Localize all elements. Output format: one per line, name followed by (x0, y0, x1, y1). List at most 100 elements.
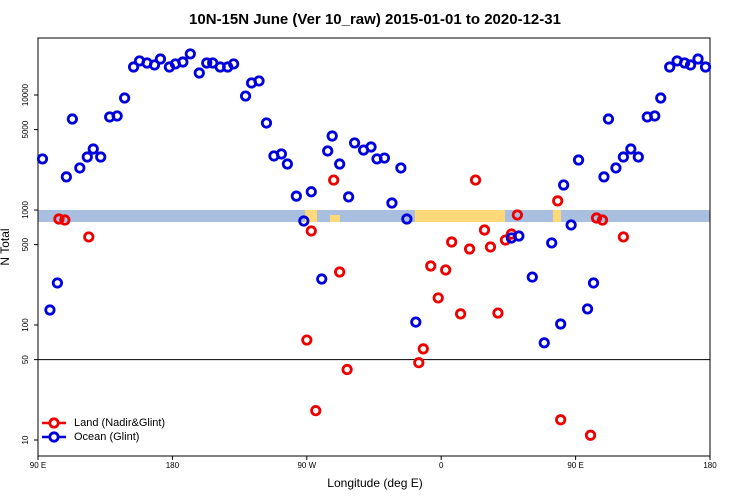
point (148, 59, 161, 71)
y-tick-label: 10 (21, 435, 30, 444)
point (201, 57, 213, 69)
point (538, 337, 550, 349)
point (228, 58, 240, 70)
point (417, 343, 429, 355)
point (51, 277, 64, 289)
point (119, 92, 131, 104)
point (478, 224, 491, 236)
point (590, 212, 603, 224)
point (617, 231, 629, 243)
point (343, 191, 355, 203)
point (316, 273, 328, 285)
point (684, 59, 697, 71)
point (305, 225, 317, 237)
point (326, 130, 338, 142)
point (558, 179, 570, 191)
point (555, 414, 567, 426)
point (127, 61, 140, 73)
point (598, 171, 610, 183)
point (610, 162, 622, 174)
legend-marker (48, 417, 60, 429)
point (53, 213, 65, 225)
point (513, 230, 525, 242)
band-fill (330, 215, 340, 222)
point (469, 174, 482, 186)
point (555, 318, 567, 330)
point (239, 90, 252, 102)
y-axis-label: N Total (0, 228, 12, 265)
point (546, 237, 558, 249)
point (322, 145, 334, 157)
y-tick-label: 1000 (21, 201, 30, 219)
point (253, 75, 265, 87)
point (298, 215, 310, 227)
point (455, 308, 467, 320)
point (310, 405, 322, 417)
x-tick-label: 180 (703, 461, 717, 470)
point (572, 154, 585, 166)
legend-label: Land (Nadir&Glint) (74, 417, 165, 429)
y-tick-label: 10000 (21, 83, 30, 106)
point (66, 113, 78, 125)
point (290, 190, 302, 202)
point (565, 219, 577, 231)
point (260, 117, 273, 129)
point (305, 186, 317, 198)
point (410, 316, 422, 328)
point (446, 236, 458, 248)
point (348, 137, 361, 149)
x-tick-label: 90 E (30, 461, 46, 470)
band-fill (415, 210, 505, 222)
x-axis-label: Longitude (deg E) (327, 476, 422, 490)
point (59, 214, 71, 226)
point (111, 110, 123, 122)
point (649, 110, 661, 122)
band-fill (553, 210, 561, 222)
point (425, 260, 437, 272)
legend-marker (48, 431, 60, 443)
x-tick-label: 0 (439, 461, 444, 470)
point (440, 264, 452, 276)
point (463, 243, 476, 255)
point (44, 304, 56, 316)
point (275, 148, 288, 160)
x-tick-label: 90 E (567, 461, 583, 470)
point (492, 307, 504, 319)
background-band (38, 210, 710, 222)
point (432, 292, 444, 304)
plot-frame (37, 37, 711, 457)
point (511, 209, 523, 221)
point (154, 53, 167, 65)
point (83, 231, 95, 243)
point (395, 162, 407, 174)
x-tick-label: 90 W (297, 461, 316, 470)
point (177, 56, 189, 68)
point (95, 151, 107, 163)
point (328, 174, 340, 186)
x-tick-label: 180 (166, 461, 180, 470)
point (499, 234, 512, 246)
point (401, 213, 413, 225)
point (334, 266, 346, 278)
point (365, 141, 377, 153)
y-tick-label: 50 (21, 355, 30, 364)
point (184, 48, 196, 60)
point (74, 162, 86, 174)
point (625, 143, 637, 155)
point (602, 113, 615, 125)
y-tick-label: 5000 (21, 120, 30, 138)
chart-title: 10N-15N June (Ver 10_raw) 2015-01-01 to … (189, 11, 561, 28)
point (655, 92, 667, 104)
plot-layer: 90 E 180 90 W 0 90 E 180 10 50 100 500 1000 5000 100… (21, 48, 717, 470)
point (60, 171, 72, 183)
point (584, 429, 597, 441)
point (596, 214, 609, 226)
point (664, 61, 676, 73)
point (81, 151, 93, 163)
point (334, 158, 346, 170)
point (281, 158, 293, 170)
point (386, 197, 398, 209)
point (692, 53, 704, 65)
